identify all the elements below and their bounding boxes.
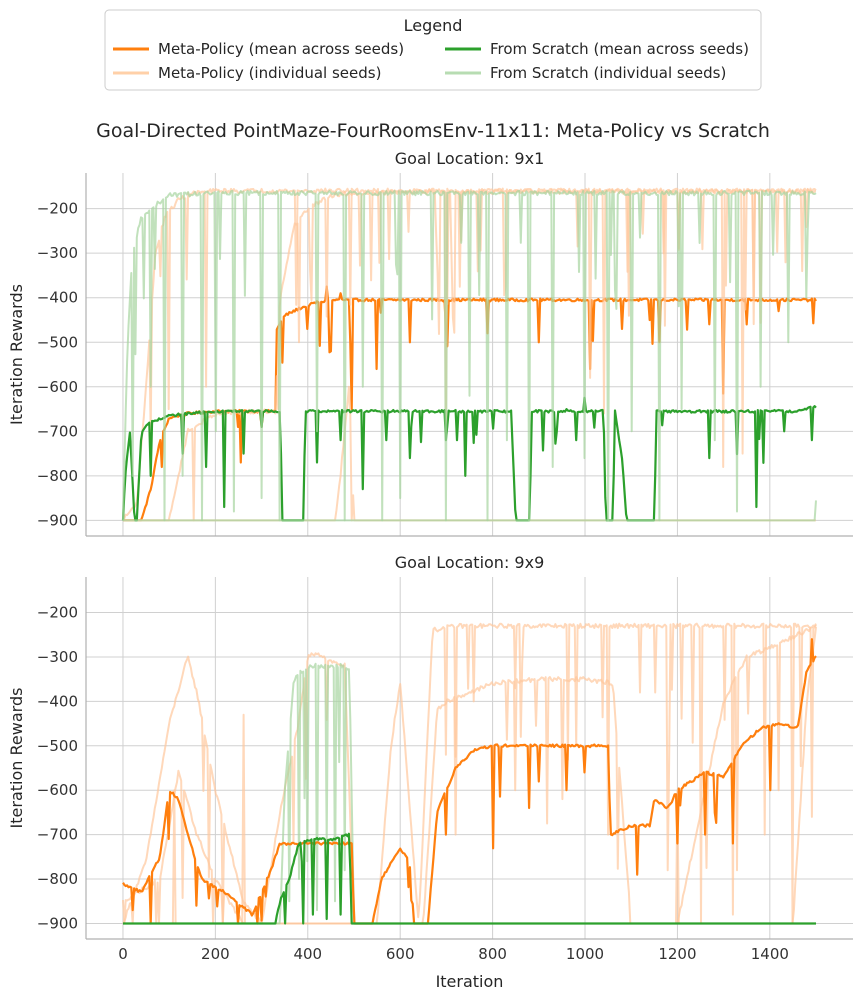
y-axis-label: Iteration Rewards <box>7 688 26 829</box>
y-tick-label: −600 <box>37 781 78 799</box>
y-axis-label: Iteration Rewards <box>7 284 26 425</box>
y-tick-label: −900 <box>37 511 78 529</box>
panel-title: Goal Location: 9x1 <box>395 149 545 168</box>
x-tick-label: 800 <box>478 945 507 963</box>
legend-label-meta-seed: Meta-Policy (individual seeds) <box>158 64 381 82</box>
y-tick-label: −500 <box>37 737 78 755</box>
x-tick-label: 1400 <box>751 945 789 963</box>
y-tick-label: −300 <box>37 244 78 262</box>
legend-frame <box>104 9 762 91</box>
y-tick-label: −800 <box>37 870 78 888</box>
y-tick-label: −900 <box>37 914 78 932</box>
x-tick-label: 400 <box>293 945 322 963</box>
y-tick-label: −300 <box>37 648 78 666</box>
meta-mean-line <box>122 638 817 925</box>
y-tick-label: −400 <box>37 692 78 710</box>
y-tick-label: −200 <box>37 200 78 218</box>
legend-label-meta-mean: Meta-Policy (mean across seeds) <box>158 40 404 58</box>
scratch-seed-line <box>123 662 816 925</box>
y-tick-label: −500 <box>37 333 78 351</box>
x-tick-label: 0 <box>118 945 128 963</box>
panel-goal-9x1: −200 −300 −400 −500 −600 −700 −800 −900 Iteratio… <box>7 149 853 537</box>
scratch-seed-line <box>122 189 817 522</box>
meta-seed-line <box>123 188 817 522</box>
figure-title: Goal-Directed PointMaze-FourRoomsEnv-11x… <box>96 120 770 142</box>
x-tick-label: 200 <box>201 945 230 963</box>
legend: Legend Meta-Policy (mean across seeds) M… <box>104 9 762 91</box>
plot-area <box>122 622 817 925</box>
scratch-mean-line <box>121 396 817 522</box>
meta-seed-line <box>123 385 816 522</box>
x-tick-label: 600 <box>386 945 415 963</box>
x-axis-label: Iteration <box>436 972 504 991</box>
x-tick-label: 1000 <box>566 945 604 963</box>
y-tick-label: −400 <box>37 289 78 307</box>
legend-title: Legend <box>404 16 463 35</box>
scratch-mean-line <box>123 832 816 925</box>
y-tick-label: −800 <box>37 467 78 485</box>
scratch-seed-line <box>123 500 817 522</box>
legend-label-scratch-mean: From Scratch (mean across seeds) <box>490 40 749 58</box>
plot-area <box>121 187 817 522</box>
y-tick-label: −200 <box>37 604 78 622</box>
panel-goal-9x9: −200 −300 −400 −500 −600 −700 −800 −900 0 200 400 6… <box>7 553 853 991</box>
legend-label-scratch-seed: From Scratch (individual seeds) <box>490 64 726 82</box>
y-tick-label: −700 <box>37 826 78 844</box>
y-tick-label: −600 <box>37 378 78 396</box>
y-tick-label: −700 <box>37 422 78 440</box>
panel-title: Goal Location: 9x9 <box>395 553 545 572</box>
x-tick-label: 1200 <box>658 945 696 963</box>
meta-seed-line <box>122 622 817 925</box>
